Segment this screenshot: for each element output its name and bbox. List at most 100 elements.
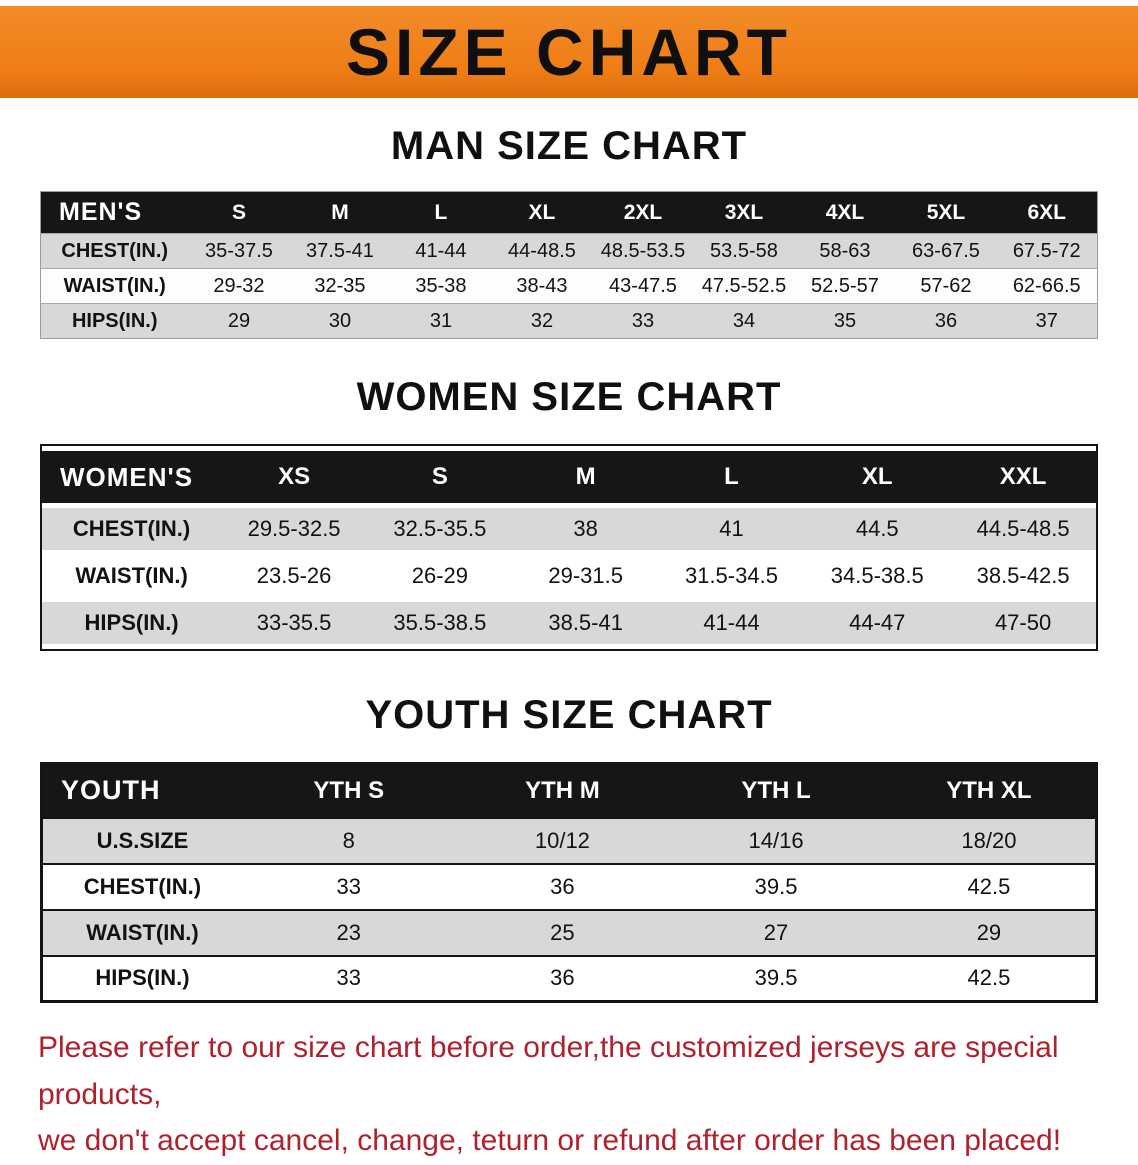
disclaimer-line-1: Please refer to our size chart before or… (38, 1031, 1059, 1111)
table-header-row: WOMEN'S XS S M L XL XXL (42, 451, 1096, 503)
size-value-cell: 27 (763, 919, 789, 945)
measurement-label: HIPS(IN.) (71, 309, 158, 332)
size-value-cell: 34.5-38.5 (830, 563, 924, 588)
measurement-row: HIPS(IN.) 33 36 39.5 42.5 (41, 955, 1097, 1002)
size-value-cell: 37.5-41 (306, 239, 374, 262)
size-value-cell: 63-67.5 (912, 239, 980, 262)
measurement-label: WAIST(IN.) (63, 274, 166, 297)
measurement-row: WAIST(IN.) 23.5-26 26-29 29-31.5 31.5-34.5 34… (42, 555, 1096, 597)
size-value-cell: 38.5-41 (548, 610, 623, 635)
size-value-cell: 44.5-48.5 (976, 516, 1070, 541)
size-value-cell: 42.5 (967, 873, 1011, 899)
women-size-section: WOMEN SIZE CHART WOMEN'S XS S M L XL XXL CHEST(… (0, 375, 1138, 651)
size-column-header: M (289, 191, 391, 234)
measurement-label: CHEST(IN.) (72, 516, 191, 541)
measurement-label: CHEST(IN.) (83, 873, 202, 899)
size-column-header: 6XL (996, 191, 1098, 234)
size-value-cell: 53.5-58 (710, 239, 778, 262)
youth-section-heading: YOUTH SIZE CHART (365, 693, 773, 737)
size-column-header: YTH L (669, 763, 883, 818)
size-value-cell: 35-38 (415, 274, 467, 297)
measurement-label: U.S.SIZE (96, 827, 189, 853)
page-title: SIZE CHART (346, 15, 792, 89)
size-column-header: XL (804, 451, 951, 503)
size-value-cell: 41-44 (703, 610, 760, 635)
size-value-cell: 36 (934, 309, 958, 332)
size-value-cell: 43-47.5 (609, 274, 677, 297)
size-value-cell: 14/16 (748, 827, 804, 853)
size-value-cell: 10/12 (534, 827, 590, 853)
size-column-header: S (366, 451, 513, 503)
size-value-cell: 35 (833, 309, 857, 332)
size-column-header: 4XL (794, 191, 896, 234)
size-value-cell: 34 (732, 309, 756, 332)
measurement-row: WAIST(IN.) 23 25 27 29 (41, 909, 1097, 956)
size-value-cell: 32 (530, 309, 554, 332)
size-value-cell: 31.5-34.5 (684, 563, 778, 588)
measurement-row: U.S.SIZE 8 10/12 14/16 18/20 (41, 817, 1097, 864)
size-value-cell: 42.5 (967, 965, 1011, 991)
size-value-cell: 29 (227, 309, 251, 332)
size-value-cell: 25 (550, 919, 575, 945)
size-value-cell: 58-63 (819, 239, 871, 262)
size-value-cell: 47.5-52.5 (701, 274, 787, 297)
measurement-row: HIPS(IN.) 33-35.5 35.5-38.5 38.5-41 41-44 44-… (42, 602, 1096, 644)
measurement-row: CHEST(IN.) 33 36 39.5 42.5 (41, 863, 1097, 910)
table-corner-label: MEN'S (40, 191, 189, 234)
men-size-section: MAN SIZE CHART MEN'S S M L XL 2XL 3XL 4XL 5XL 6XL… (0, 124, 1138, 339)
size-column-header: L (390, 191, 492, 234)
table-header-row: YOUTH YTH S YTH M YTH L YTH XL (41, 763, 1097, 818)
size-value-cell: 52.5-57 (811, 274, 879, 297)
size-value-cell: 48.5-53.5 (600, 239, 686, 262)
size-value-cell: 41-44 (415, 239, 467, 262)
size-column-header: XS (221, 451, 367, 503)
size-value-cell: 41 (719, 516, 744, 541)
size-value-cell: 39.5 (754, 965, 798, 991)
size-value-cell: 18/20 (961, 827, 1017, 853)
men-section-heading: MAN SIZE CHART (390, 124, 748, 168)
size-value-cell: 29-32 (213, 274, 265, 297)
size-value-cell: 44.5 (855, 516, 899, 541)
size-value-cell: 23 (336, 919, 361, 945)
measurement-row: HIPS(IN.) 29 30 31 32 33 34 35 36 37 (40, 303, 1098, 339)
size-value-cell: 29-31.5 (548, 563, 623, 588)
table-corner-label: YOUTH (41, 763, 242, 818)
size-chart-banner: SIZE CHART (0, 6, 1138, 98)
size-column-header: YTH XL (882, 763, 1097, 818)
size-column-header: L (658, 451, 805, 503)
size-value-cell: 37 (1035, 309, 1058, 332)
size-value-cell: 67.5-72 (1012, 239, 1081, 262)
size-column-header: YTH M (455, 763, 670, 818)
size-column-header: S (188, 191, 290, 234)
size-value-cell: 31 (429, 309, 453, 332)
size-value-cell: 8 (342, 827, 355, 853)
size-value-cell: 39.5 (754, 873, 798, 899)
size-column-header: 2XL (592, 191, 694, 234)
measurement-label: HIPS(IN.) (95, 965, 190, 991)
size-value-cell: 38.5-42.5 (976, 563, 1070, 588)
measurement-label: CHEST(IN.) (61, 239, 169, 262)
size-column-header: XL (491, 191, 593, 234)
size-column-header: XXL (950, 451, 1096, 503)
size-value-cell: 33 (336, 873, 361, 899)
measurement-label: WAIST(IN.) (75, 563, 188, 588)
size-column-header: YTH S (241, 763, 456, 818)
size-value-cell: 36 (550, 965, 575, 991)
size-value-cell: 57-62 (920, 274, 972, 297)
size-value-cell: 38-43 (516, 274, 568, 297)
size-value-cell: 32.5-35.5 (393, 516, 487, 541)
measurement-label: WAIST(IN.) (86, 919, 199, 945)
youth-size-table: YOUTH YTH S YTH M YTH L YTH XL U.S.SIZE 8 10/12… (40, 762, 1098, 1003)
size-value-cell: 47-50 (994, 610, 1052, 635)
table-header-row: MEN'S S M L XL 2XL 3XL 4XL 5XL 6XL (40, 191, 1098, 234)
measurement-label: HIPS(IN.) (84, 610, 179, 635)
size-column-header: 5XL (895, 191, 997, 234)
size-value-cell: 29 (976, 919, 1002, 945)
disclaimer-note: Please refer to our size chart before or… (38, 1025, 1100, 1165)
size-value-cell: 38 (573, 516, 598, 541)
men-size-table: MEN'S S M L XL 2XL 3XL 4XL 5XL 6XL CHEST(IN.) 35-37… (40, 191, 1098, 339)
size-column-header: 3XL (693, 191, 795, 234)
size-value-cell: 62-66.5 (1012, 274, 1081, 297)
size-value-cell: 23.5-26 (256, 563, 332, 588)
size-value-cell: 30 (328, 309, 352, 332)
